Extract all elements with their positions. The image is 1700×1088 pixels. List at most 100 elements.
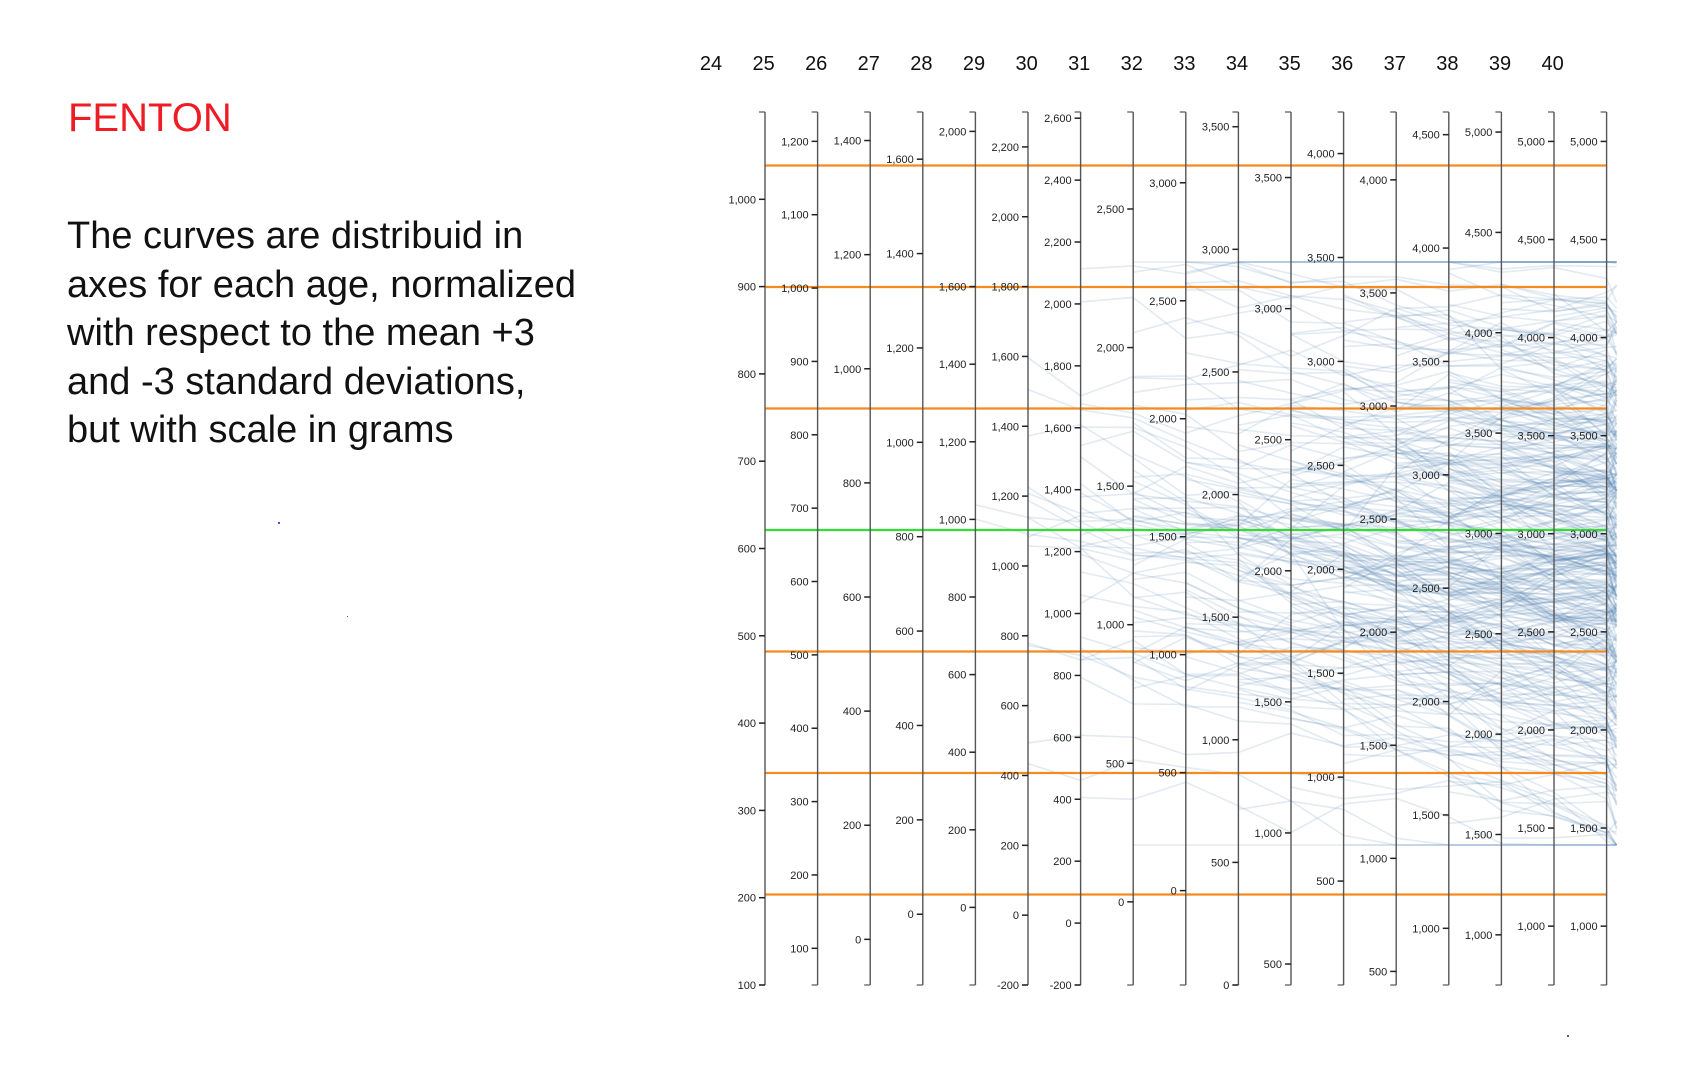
- tick-label: 3,000: [1360, 401, 1388, 413]
- tick-label: 3,500: [1465, 428, 1493, 440]
- curve-line: [1290, 370, 1618, 441]
- tick-label: 1,200: [1044, 547, 1072, 559]
- curve-line: [1290, 517, 1618, 589]
- tick-label: 1,500: [1412, 810, 1440, 822]
- tick-label: 800: [1053, 670, 1071, 682]
- curve-line: [1185, 655, 1617, 762]
- tick-label: 4,000: [1307, 149, 1335, 161]
- curve-line: [1290, 328, 1618, 367]
- curve-line: [1501, 722, 1617, 745]
- tick-label: 400: [843, 706, 861, 718]
- tick-label: 200: [1001, 840, 1019, 852]
- age-label: 38: [1436, 53, 1458, 75]
- tick-label: 1,000: [1149, 650, 1177, 662]
- curve-line: [1185, 304, 1617, 347]
- curve-line: [1185, 478, 1617, 561]
- curve-line: [1395, 668, 1617, 752]
- tick-label: 400: [948, 747, 966, 759]
- curve-line: [1290, 465, 1618, 564]
- tick-label: 1,500: [1517, 823, 1545, 835]
- curve-line: [1501, 494, 1617, 518]
- tick-label: 2,500: [1412, 583, 1440, 595]
- curve-line: [1501, 298, 1618, 321]
- curve-line: [1501, 592, 1618, 624]
- curve-line: [1501, 432, 1618, 445]
- age-label: 28: [910, 53, 932, 75]
- curve-line: [1501, 676, 1618, 706]
- curve-line: [1501, 408, 1618, 425]
- curve-line: [1501, 430, 1618, 485]
- curve-line: [1501, 556, 1618, 584]
- curve-line: [1396, 481, 1618, 517]
- curve-line: [1395, 615, 1617, 715]
- tick-label: 2,400: [1044, 175, 1072, 187]
- tick-label: 3,000: [1412, 470, 1440, 482]
- curve-line: [1501, 567, 1618, 617]
- curve-line: [1395, 436, 1618, 498]
- tick-label: 3,500: [1570, 431, 1598, 443]
- curve-line: [1080, 426, 1618, 578]
- curve-line: [1185, 282, 1618, 349]
- curve-line: [1501, 388, 1618, 455]
- description-line: with respect to the mean +3: [67, 312, 535, 354]
- curve-line: [1396, 591, 1618, 613]
- tick-label: 3,500: [1202, 122, 1230, 134]
- curve-line: [1185, 447, 1617, 478]
- curve-line: [1290, 717, 1617, 834]
- tick-label: 2,000: [1097, 343, 1125, 355]
- tick-label: 1,400: [939, 359, 967, 371]
- tick-label: 100: [738, 980, 756, 992]
- curve-line: [1290, 535, 1617, 627]
- tick-label: 0: [1013, 910, 1019, 922]
- curve-line: [1080, 492, 1618, 623]
- tick-label: 1,600: [991, 351, 1019, 363]
- age-label: 29: [963, 53, 985, 75]
- tick-label: 0: [1065, 918, 1071, 930]
- curve-line: [1501, 578, 1618, 601]
- age-label: 35: [1278, 53, 1300, 75]
- curve-line: [1080, 647, 1618, 779]
- curve-line: [1396, 563, 1617, 615]
- curve-line: [1290, 424, 1617, 450]
- tick-label: 700: [738, 456, 756, 468]
- chart-title: FENTON: [68, 96, 232, 140]
- tick-label: 1,000: [728, 194, 756, 206]
- curve-line: [1080, 500, 1618, 556]
- curve-line: [1395, 444, 1617, 462]
- curve-line: [1185, 588, 1618, 723]
- curve-line: [1080, 482, 1618, 623]
- curve-line: [1290, 488, 1618, 538]
- tick-label: 1,400: [886, 249, 914, 261]
- curve-line: [1396, 463, 1618, 521]
- curve-line: [1185, 279, 1618, 331]
- curve-line: [1080, 261, 1618, 397]
- tick-label: 2,500: [1149, 296, 1177, 308]
- curve-line: [1290, 591, 1618, 652]
- tick-label: 400: [1001, 770, 1019, 782]
- tick-label: 1,100: [781, 210, 809, 222]
- tick-label: 800: [790, 430, 808, 442]
- curve-line: [1080, 594, 1618, 764]
- tick-label: 2,500: [1517, 627, 1545, 639]
- tick-label: 3,000: [1149, 178, 1177, 190]
- age-label: 33: [1173, 53, 1195, 75]
- tick-label: 2,600: [1044, 113, 1072, 125]
- curve-line: [1290, 471, 1618, 511]
- tick-label: 1,600: [939, 282, 967, 294]
- curve-line: [1501, 576, 1618, 628]
- tick-label: 300: [738, 805, 756, 817]
- curve-line: [1396, 541, 1617, 581]
- tick-label: 1,000: [1412, 923, 1440, 935]
- tick-label: 500: [790, 650, 808, 662]
- tick-label: 1,400: [991, 421, 1019, 433]
- curve-line: [1500, 336, 1618, 407]
- tick-label: 2,000: [1360, 627, 1388, 639]
- curve-line: [1185, 396, 1617, 480]
- curve-line: [1290, 463, 1618, 502]
- tick-label: 200: [790, 870, 808, 882]
- curve-line: [1501, 315, 1617, 330]
- tick-label: 0: [908, 909, 914, 921]
- tick-label: 4,000: [1465, 328, 1493, 340]
- tick-label: 200: [843, 820, 861, 832]
